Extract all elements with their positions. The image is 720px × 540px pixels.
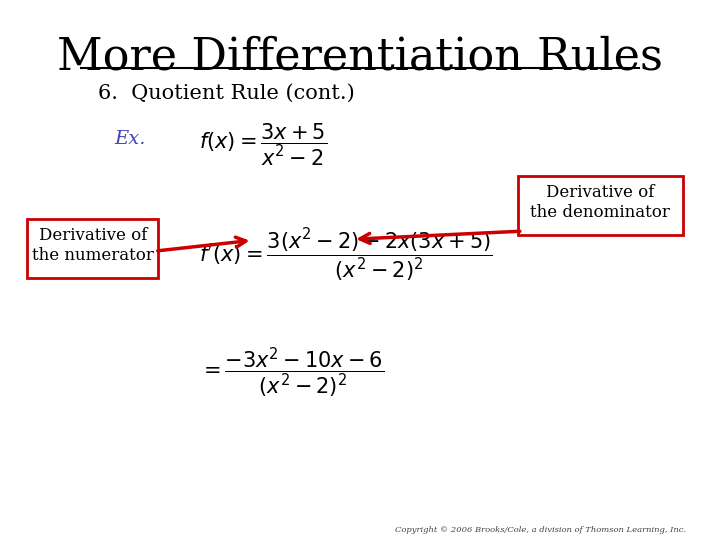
Text: the denominator: the denominator <box>531 204 670 221</box>
Text: $f(x) = \dfrac{3x+5}{x^2-2}$: $f(x) = \dfrac{3x+5}{x^2-2}$ <box>199 122 327 167</box>
Text: 6.  Quotient Rule (cont.): 6. Quotient Rule (cont.) <box>98 84 355 103</box>
Text: $f'(x) = \dfrac{3\left(x^2-2\right)-2x(3x+5)}{\left(x^2-2\right)^2}$: $f'(x) = \dfrac{3\left(x^2-2\right)-2x(3… <box>199 227 492 284</box>
Text: Ex.: Ex. <box>114 130 146 147</box>
Text: Derivative of: Derivative of <box>546 184 654 200</box>
Text: Derivative of: Derivative of <box>39 227 147 244</box>
Text: Copyright © 2006 Brooks/Cole, a division of Thomson Learning, Inc.: Copyright © 2006 Brooks/Cole, a division… <box>395 525 686 534</box>
FancyBboxPatch shape <box>27 219 158 278</box>
FancyBboxPatch shape <box>518 176 683 235</box>
Text: the numerator: the numerator <box>32 247 154 264</box>
Text: More Differentiation Rules: More Differentiation Rules <box>57 35 663 78</box>
Text: $= \dfrac{-3x^2-10x-6}{\left(x^2-2\right)^2}$: $= \dfrac{-3x^2-10x-6}{\left(x^2-2\right… <box>199 346 384 400</box>
